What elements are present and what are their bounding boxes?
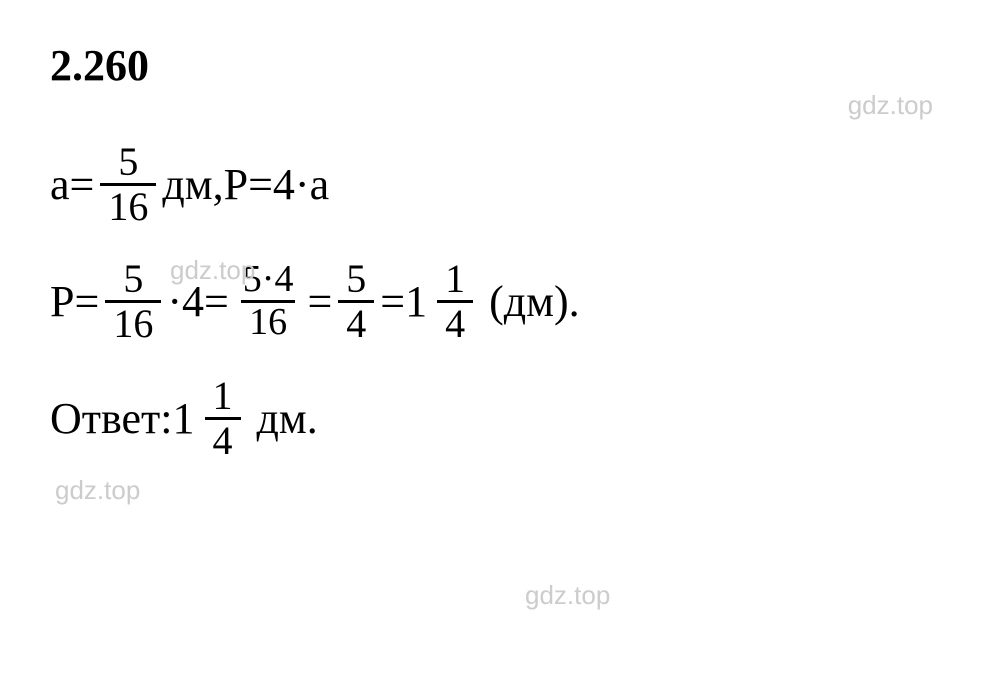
mixed-number: 1 1 4 (173, 375, 247, 462)
numerator: 5 (110, 141, 146, 183)
exercise-number: 2.260 (50, 40, 953, 91)
constant-4: 4 (273, 159, 295, 210)
equation-line-1: a = 5 16 дм, P = 4 · a (50, 141, 953, 228)
denominator: 4 (437, 300, 473, 345)
variable-a: a (310, 159, 330, 210)
watermark: gdz.top (170, 255, 255, 286)
equals-sign: = (248, 159, 273, 210)
multiply-dot: · (295, 159, 310, 210)
answer-label: Ответ: (50, 393, 173, 444)
fraction-part: 1 4 (437, 258, 473, 345)
numerator: 1 (205, 375, 241, 417)
unit-dm: дм. (257, 393, 318, 444)
equals-sign: = (74, 276, 99, 327)
unit-dm: дм, (162, 159, 223, 210)
variable-p: P (50, 276, 74, 327)
mixed-number: 1 1 4 (405, 258, 479, 345)
denominator: 4 (205, 417, 241, 462)
whole-part: 1 (405, 276, 427, 327)
fraction-5-4: 5 4 (338, 258, 374, 345)
whole-part: 1 (173, 393, 195, 444)
fraction-5-16: 5 16 (100, 141, 156, 228)
numerator: 1 (437, 258, 473, 300)
equals-sign: = (70, 159, 95, 210)
denominator: 16 (241, 300, 295, 343)
watermark: gdz.top (525, 580, 610, 611)
numerator: 5 (115, 258, 151, 300)
denominator: 4 (338, 300, 374, 345)
variable-p: P (224, 159, 248, 210)
equals-sign: = (380, 276, 405, 327)
unit-dm-parens: (дм). (489, 276, 580, 327)
variable-a: a (50, 159, 70, 210)
fraction-5-16: 5 16 (105, 258, 161, 345)
equals-sign: = (307, 276, 332, 327)
denominator: 16 (100, 183, 156, 228)
fraction-part: 1 4 (205, 375, 241, 462)
answer-line: Ответ: 1 1 4 дм. (50, 375, 953, 462)
watermark: gdz.top (848, 90, 933, 121)
denominator: 16 (105, 300, 161, 345)
numerator: 5 (338, 258, 374, 300)
watermark: gdz.top (55, 475, 140, 506)
